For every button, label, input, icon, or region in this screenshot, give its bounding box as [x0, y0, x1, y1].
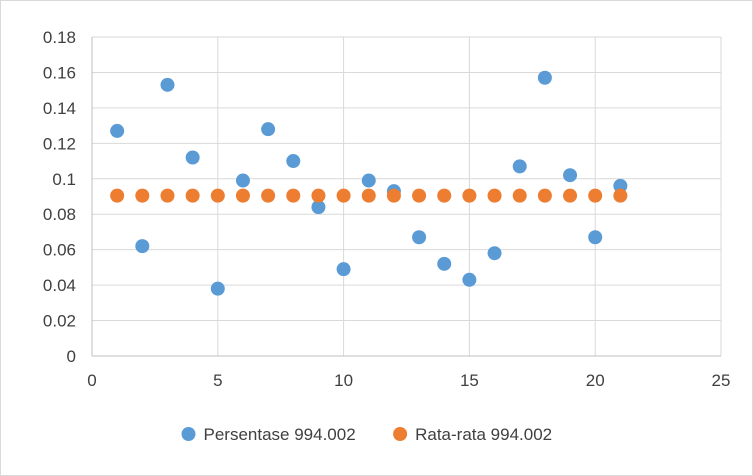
series-0 — [110, 70, 628, 296]
legend-item: Persentase 994.002 — [181, 425, 356, 444]
data-point — [512, 188, 527, 203]
data-series — [110, 70, 628, 296]
data-point — [110, 188, 125, 203]
data-point — [613, 188, 628, 203]
data-point — [537, 70, 552, 85]
legend-label: Rata-rata 994.002 — [415, 425, 552, 444]
data-point — [261, 188, 276, 203]
data-point — [537, 188, 552, 203]
data-point — [613, 178, 628, 193]
tick-labels: 0 0.02 0.04 0.06 0.08 0.1 0.12 0.14 0.16 0.18 0 5 10… — [43, 28, 731, 390]
data-point — [412, 188, 427, 203]
data-point — [361, 173, 376, 188]
data-point — [311, 200, 326, 215]
data-point — [286, 188, 301, 203]
legend-label: Persentase 994.002 — [204, 425, 356, 444]
data-point — [261, 122, 276, 137]
data-point — [588, 188, 603, 203]
data-point — [462, 188, 477, 203]
data-point — [135, 188, 150, 203]
data-point — [563, 188, 578, 203]
data-point — [487, 188, 502, 203]
data-point — [412, 230, 427, 245]
y-tick-label: 0.12 — [43, 134, 76, 153]
data-point — [210, 281, 225, 296]
data-point — [512, 159, 527, 174]
x-tick-label: 5 — [213, 371, 222, 390]
data-point — [336, 188, 351, 203]
x-tick-label: 20 — [586, 371, 605, 390]
y-tick-label: 0.04 — [43, 276, 76, 295]
data-point — [437, 256, 452, 271]
data-point — [361, 188, 376, 203]
data-point — [160, 77, 175, 92]
y-tick-label: 0.1 — [52, 170, 76, 189]
legend-marker — [393, 427, 408, 441]
y-tick-label: 0 — [67, 347, 76, 366]
data-point — [563, 168, 578, 183]
data-point — [462, 272, 477, 287]
data-point — [437, 188, 452, 203]
data-point — [235, 173, 250, 188]
x-tick-label: 0 — [87, 371, 96, 390]
y-tick-label: 0.08 — [43, 205, 76, 224]
legend-marker — [181, 427, 196, 441]
y-tick-label: 0.02 — [43, 312, 76, 331]
x-tick-label: 25 — [712, 371, 731, 390]
data-point — [185, 188, 200, 203]
y-tick-label: 0.18 — [43, 28, 76, 47]
data-point — [160, 188, 175, 203]
data-point — [386, 188, 401, 203]
data-point — [588, 230, 603, 245]
data-point — [311, 188, 326, 203]
data-point — [487, 246, 502, 261]
legend-item: Rata-rata 994.002 — [393, 425, 552, 444]
data-point — [135, 239, 150, 254]
data-point — [185, 150, 200, 165]
data-point — [110, 123, 125, 138]
data-point — [336, 262, 351, 277]
series-1 — [110, 188, 628, 203]
y-tick-label: 0.06 — [43, 241, 76, 260]
data-point — [286, 154, 301, 169]
data-point — [235, 188, 250, 203]
legend: Persentase 994.002 Rata-rata 994.002 — [181, 425, 552, 444]
data-point — [210, 188, 225, 203]
x-tick-label: 15 — [460, 371, 479, 390]
y-tick-label: 0.16 — [43, 63, 76, 82]
y-tick-label: 0.14 — [43, 99, 76, 118]
axes — [91, 37, 721, 357]
x-tick-label: 10 — [334, 371, 353, 390]
